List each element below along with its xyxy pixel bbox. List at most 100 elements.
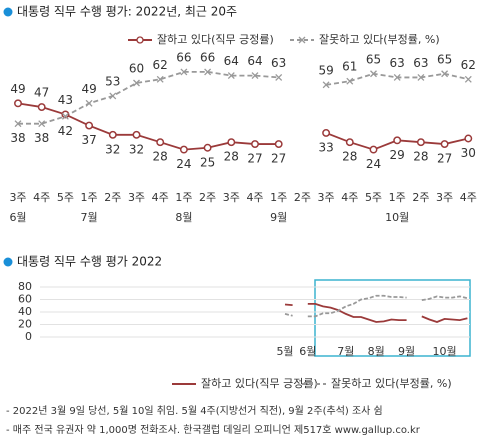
y-tick-label: 60 [18, 293, 32, 306]
data-label: 24 [176, 157, 191, 171]
x-tick-label: 3주 [436, 191, 453, 204]
marker [464, 75, 472, 83]
marker [346, 77, 354, 85]
x-tick-label: 10월 [433, 345, 457, 358]
y-tick-label: 20 [18, 318, 32, 331]
data-label: 63 [390, 56, 405, 70]
marker [109, 92, 117, 100]
marker [345, 138, 354, 147]
data-label: 29 [390, 148, 405, 162]
data-label: 28 [413, 150, 428, 164]
legend-label: 잘하고 있다(직무 긍정률) [201, 376, 318, 390]
data-label: 64 [224, 54, 239, 68]
marker [369, 145, 378, 154]
marker [61, 110, 70, 119]
marker [204, 68, 212, 76]
data-label: 65 [437, 52, 452, 66]
y-tick-label: 40 [18, 305, 32, 318]
data-label: 59 [318, 63, 333, 77]
data-label: 66 [176, 50, 191, 64]
data-label: 27 [247, 152, 262, 166]
x-tick-label: 1주 [175, 191, 192, 204]
x-tick-label: 5주 [365, 191, 382, 204]
marker [251, 140, 259, 149]
x-tick-label: 2주 [412, 191, 429, 204]
data-label: 38 [34, 131, 49, 145]
data-label: 61 [342, 60, 357, 74]
x-tick-label: 4주 [460, 191, 477, 204]
marker [133, 79, 140, 87]
marker [251, 72, 259, 80]
marker [416, 138, 425, 147]
x-tick-label: 5주 [57, 191, 74, 204]
marker [464, 134, 473, 143]
data-label: 32 [105, 142, 120, 156]
data-label: 27 [437, 152, 452, 166]
data-label: 28 [224, 150, 239, 164]
data-label: 32 [129, 142, 144, 156]
data-label: 28 [153, 150, 168, 164]
x-tick-label: 1주 [270, 191, 287, 204]
x-tick-label: 7월 [337, 345, 354, 358]
data-label: 27 [271, 152, 286, 166]
legend-marker [136, 36, 144, 44]
x-tick-label: 3주 [223, 191, 240, 204]
y-tick-label: 0 [25, 330, 32, 343]
marker [108, 130, 117, 139]
data-label: 62 [153, 58, 168, 72]
marker [322, 81, 330, 89]
marker [441, 70, 449, 78]
title-dot [3, 257, 13, 267]
x-tick-label: 2주 [104, 191, 121, 204]
footnote: - 2022년 3월 9일 당선, 5월 10일 취임. 5월 4주(지방선거 … [6, 404, 383, 417]
x-tick-label: 3주 [318, 191, 335, 204]
legend-label: 잘못하고 있다(부정률, %) [331, 376, 452, 390]
marker [61, 112, 69, 120]
marker [14, 99, 22, 108]
marker [14, 120, 22, 128]
x-tick-label: 4주 [152, 191, 169, 204]
x-tick-label: 8월 [368, 345, 385, 358]
footnote: - 매주 전국 유권자 약 1,000명 전화조사. 한국갤럽 데일리 오피니언… [6, 424, 421, 436]
data-label: 37 [81, 133, 96, 147]
marker [274, 140, 283, 149]
x-tick-label: 2주 [294, 191, 311, 204]
data-label: 33 [318, 140, 333, 154]
x-tick-label: 1주 [389, 191, 406, 204]
data-label: 28 [342, 150, 357, 164]
chart-title: 대통령 직무 수행 평가: 2022년, 최근 20주 [17, 4, 237, 19]
month-label: 7월 [81, 211, 98, 224]
data-label: 63 [271, 56, 286, 70]
data-label: 42 [58, 124, 73, 138]
data-label: 24 [366, 157, 381, 171]
marker [37, 103, 46, 112]
x-tick-label: 9월 [398, 345, 415, 358]
month-label: 6월 [9, 211, 26, 224]
series-line [284, 294, 468, 318]
data-label: 53 [105, 74, 120, 88]
marker [440, 140, 449, 149]
x-tick-label: 3주 [128, 191, 145, 204]
marker [38, 120, 46, 128]
marker [227, 72, 235, 80]
data-label: 65 [366, 52, 381, 66]
chart-title: 대통령 직무 수행 평가 2022 [17, 254, 162, 269]
x-tick-label: 5월 [276, 345, 293, 358]
month-label: 8월 [175, 211, 192, 224]
marker [203, 143, 212, 152]
marker [322, 129, 331, 137]
data-label: 60 [129, 62, 144, 76]
marker [132, 130, 141, 139]
marker [393, 73, 401, 81]
title-dot [3, 7, 13, 17]
x-tick-label: 3주 [9, 191, 26, 204]
data-label: 63 [413, 56, 428, 70]
data-label: 66 [200, 50, 215, 64]
legend-label: 잘하고 있다(직무 긍정률) [157, 32, 274, 46]
data-label: 25 [200, 155, 215, 169]
data-label: 38 [10, 131, 25, 145]
x-tick-label: 6월 [299, 345, 316, 358]
marker [156, 138, 165, 147]
marker [275, 73, 283, 81]
